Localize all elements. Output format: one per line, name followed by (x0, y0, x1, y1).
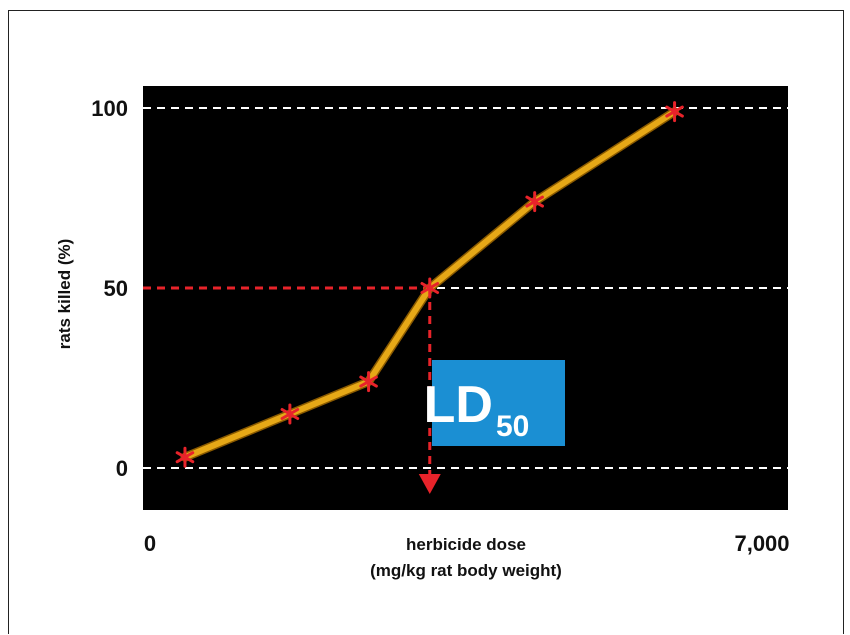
ld50-subscript: 50 (496, 410, 529, 443)
data-point-marker (359, 371, 378, 393)
ld50-arrowhead (418, 474, 441, 494)
x-axis-ticks: 0 7,000 (144, 531, 790, 556)
y-axis-ticks: 0 50 100 (91, 96, 128, 481)
y-tick-label: 100 (91, 96, 128, 121)
series-line (180, 107, 680, 462)
data-markers (175, 101, 684, 468)
ld50-guides (143, 286, 441, 494)
x-tick-label: 7,000 (734, 531, 789, 556)
data-point-marker (665, 101, 684, 123)
x-axis-label-units: (mg/kg rat body weight) (370, 561, 562, 580)
plot-area (143, 86, 788, 510)
y-tick-label: 0 (116, 456, 128, 481)
data-point-marker (175, 446, 195, 468)
x-tick-label: 0 (144, 531, 156, 556)
data-point-marker (420, 277, 440, 299)
series-line-path (181, 108, 678, 461)
y-tick-label: 50 (104, 276, 128, 301)
y-axis-label: rats killed (%) (55, 239, 74, 350)
ld50-annotation: LD 50 (424, 360, 565, 446)
ld50-box (432, 360, 565, 446)
data-point-marker (280, 403, 300, 425)
x-axis-label: herbicide dose (406, 535, 526, 554)
data-point-marker (525, 191, 544, 213)
ld50-label: LD (424, 376, 493, 434)
